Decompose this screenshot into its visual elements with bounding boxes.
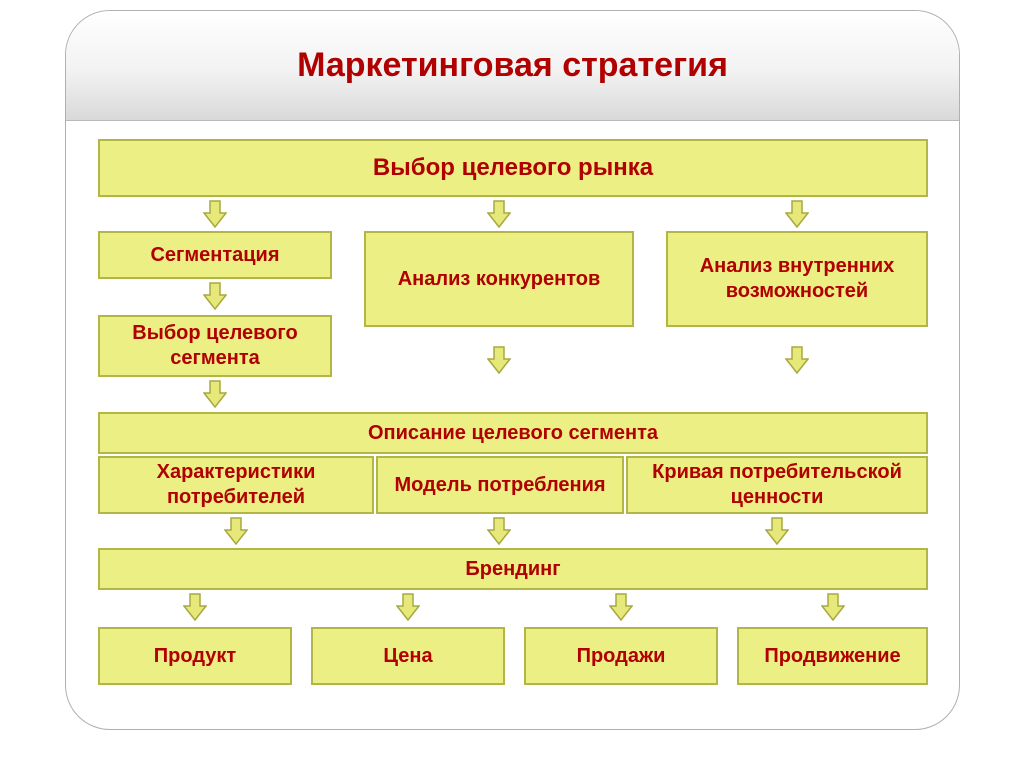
box-label: Цена [383, 644, 432, 669]
box-top: Выбор целевого рынка [98, 139, 928, 197]
arrow-down-icon [487, 200, 511, 228]
arrow-down-icon [203, 380, 227, 408]
arrow-down-icon [821, 593, 845, 621]
diagram-card: Маркетинговая стратегия Выбор целевого р… [65, 10, 960, 730]
arrow-down-icon [183, 593, 207, 621]
box-int: Анализ внутренних возможностей [666, 231, 928, 327]
arrow-down-icon [487, 517, 511, 545]
box-char: Характеристики потребителей [98, 456, 374, 514]
box-label: Продажи [577, 644, 666, 669]
box-label: Продвижение [764, 644, 900, 669]
arrow-down-icon [203, 282, 227, 310]
box-model: Модель потребления [376, 456, 624, 514]
box-label: Характеристики потребителей [108, 460, 364, 510]
box-label: Сегментация [150, 243, 279, 268]
box-label: Модель потребления [394, 473, 605, 498]
box-comp: Анализ конкурентов [364, 231, 634, 327]
box-seg: Сегментация [98, 231, 332, 279]
box-label: Выбор целевого рынка [373, 153, 653, 183]
header-band: Маркетинговая стратегия [66, 11, 959, 121]
box-prod: Продукт [98, 627, 292, 685]
diagram-title: Маркетинговая стратегия [297, 46, 728, 85]
box-desc: Описание целевого сегмента [98, 412, 928, 454]
box-promo: Продвижение [737, 627, 928, 685]
box-label: Выбор целевого сегмента [108, 321, 322, 371]
arrow-down-icon [765, 517, 789, 545]
arrow-down-icon [785, 200, 809, 228]
box-label: Анализ конкурентов [398, 267, 601, 292]
box-label: Описание целевого сегмента [368, 421, 658, 446]
box-label: Кривая потребительской ценности [636, 460, 918, 510]
box-brand: Брендинг [98, 548, 928, 590]
diagram-content: Выбор целевого рынкаСегментацияВыбор цел… [66, 121, 959, 171]
box-label: Анализ внутренних возможностей [676, 254, 918, 304]
box-price: Цена [311, 627, 505, 685]
box-seg-choice: Выбор целевого сегмента [98, 315, 332, 377]
box-label: Брендинг [465, 557, 560, 582]
box-label: Продукт [154, 644, 236, 669]
arrow-down-icon [487, 346, 511, 374]
box-sales: Продажи [524, 627, 718, 685]
arrow-down-icon [224, 517, 248, 545]
box-curve: Кривая потребительской ценности [626, 456, 928, 514]
arrow-down-icon [396, 593, 420, 621]
arrow-down-icon [609, 593, 633, 621]
arrow-down-icon [203, 200, 227, 228]
arrow-down-icon [785, 346, 809, 374]
